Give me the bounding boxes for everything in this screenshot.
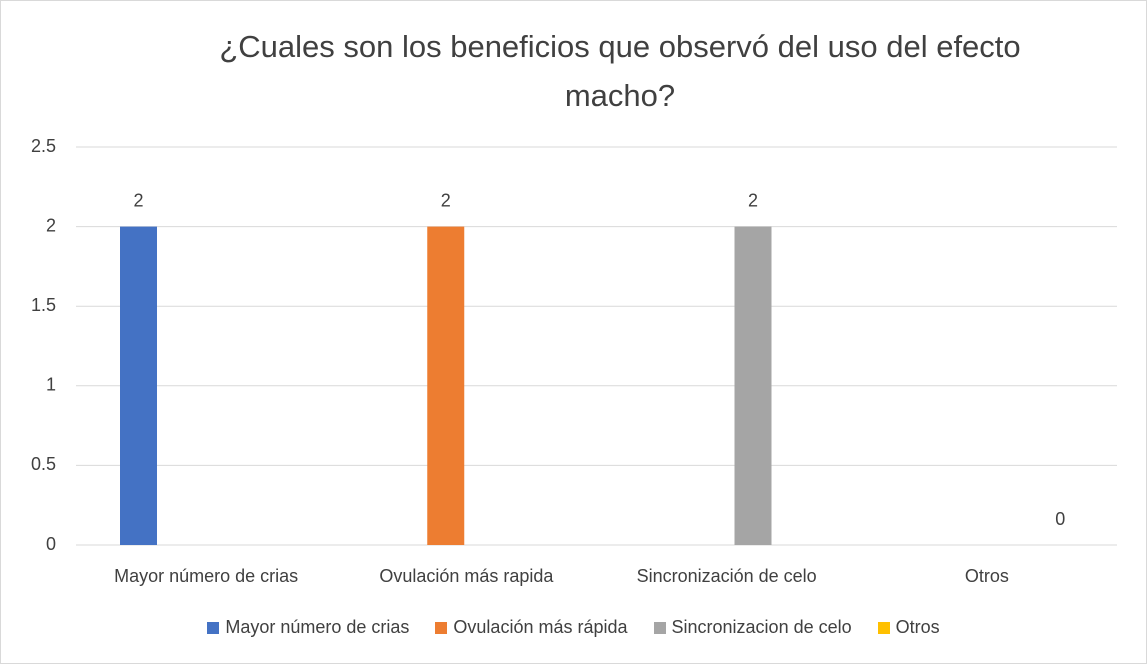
legend-swatch xyxy=(877,621,890,634)
chart-title: ¿Cuales son los beneficios que observó d… xyxy=(219,29,1021,113)
x-tick-label: Mayor número de crias xyxy=(114,566,298,586)
x-tick-label: Sincronización de celo xyxy=(637,566,817,586)
legend-label: Sincronizacion de celo xyxy=(671,617,852,637)
bar xyxy=(120,226,157,545)
bar xyxy=(734,226,772,545)
y-tick-label: 0 xyxy=(46,534,56,554)
data-label: 0 xyxy=(1055,509,1065,529)
legend-label: Ovulación más rápida xyxy=(453,617,628,637)
data-label: 2 xyxy=(133,190,143,210)
x-tick-label: Otros xyxy=(965,566,1009,586)
legend-label: Mayor número de crias xyxy=(225,617,410,637)
legend-label: Otros xyxy=(895,617,940,637)
legend-item: Ovulación más rápida xyxy=(435,617,628,638)
y-tick-label: 2.5 xyxy=(31,136,56,156)
data-label: 2 xyxy=(441,190,451,210)
data-label: 2 xyxy=(748,190,758,210)
y-tick-label: 1.5 xyxy=(31,295,56,315)
y-tick-label: 0.5 xyxy=(31,454,56,474)
x-tick-label: Ovulación más rapida xyxy=(379,566,554,586)
y-tick-label: 1 xyxy=(46,375,56,395)
legend-item: Sincronizacion de celo xyxy=(653,617,852,638)
legend: Mayor número de crias Ovulación más rápid… xyxy=(0,617,1147,638)
y-tick-label: 2 xyxy=(46,215,56,235)
legend-swatch xyxy=(435,621,448,634)
bar xyxy=(427,226,465,545)
legend-swatch xyxy=(653,621,666,634)
legend-item: Mayor número de crias xyxy=(207,617,409,638)
legend-item: Otros xyxy=(877,617,940,638)
legend-swatch xyxy=(207,621,220,634)
